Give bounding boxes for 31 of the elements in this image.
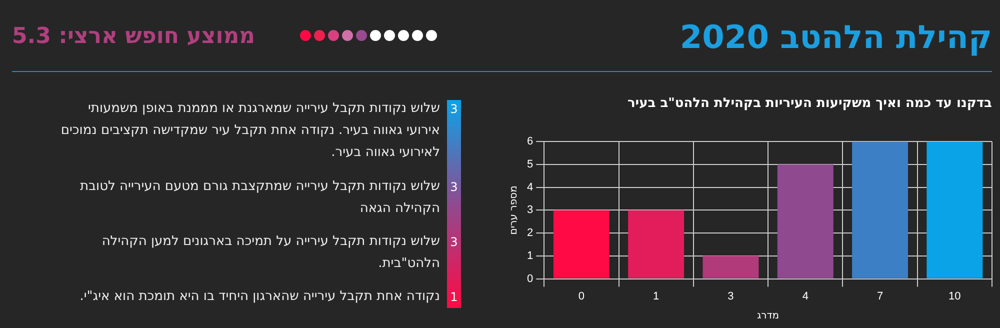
text: 3 — [449, 102, 459, 116]
y-tick-label: 0 — [526, 272, 534, 285]
text: שלוש נקודות תקבל עירייה על תמיכה בארגונים למען הקהילה הלהט"בית. — [100, 233, 440, 273]
y-axis-title: מספר ערים — [508, 186, 520, 235]
y-tick-label: 4 — [526, 181, 534, 194]
bar — [777, 164, 834, 278]
text: קהילת הלהטב 2020 — [680, 18, 992, 56]
x-tick-label: 1 — [653, 290, 660, 302]
chart-title: בדקנו עד כמה ואיך משקיעות העיריות בקהילת הלהט"ב בעיר — [627, 96, 992, 112]
y-tick-label: 6 — [526, 136, 534, 148]
text: נקודה אחת תקבל עירייה שהארגון היחיד בו היא תומכת הוא איג"י. — [78, 288, 440, 306]
x-tick-label: 4 — [802, 290, 808, 302]
y-tick-label: 2 — [526, 227, 534, 240]
text: 3 — [449, 235, 459, 249]
bar — [553, 210, 610, 278]
bar — [702, 256, 759, 278]
y-tick-label: 5 — [526, 158, 534, 170]
bar — [852, 142, 908, 278]
text: ממוצע חופש ארצי: 5.3 — [12, 24, 256, 49]
text: 3 — [449, 180, 459, 194]
text: שלוש נקודות תקבל עירייה שמארגנת או מממנת באופן משמעותי אירועי גאווה בעיר. נקודה אחת תקבל עיר שמקדישה תקציבים נמוכים לאירועי גאווה בעיר. — [60, 100, 440, 162]
x-tick-label: 0 — [578, 290, 585, 302]
x-axis-title: מדרג — [757, 310, 780, 322]
x-tick-label: 7 — [876, 290, 884, 302]
bar — [628, 210, 684, 278]
bar — [926, 142, 983, 278]
x-tick-label: 3 — [728, 290, 734, 302]
y-tick-label: 1 — [526, 250, 534, 262]
text: שלוש נקודות תקבל עירייה שמתקצבת גורם מטעם העירייה לטובת הקהילה הגאה — [79, 178, 440, 218]
x-tick-label: 10 — [948, 290, 961, 302]
y-tick-label: 3 — [526, 204, 534, 216]
